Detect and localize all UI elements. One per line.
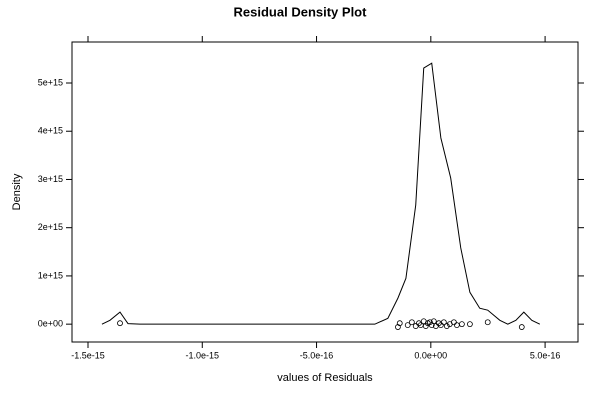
y-tick-label: 3e+15 xyxy=(38,174,63,184)
residual-point xyxy=(396,320,403,327)
y-tick-label: 1e+15 xyxy=(38,270,63,280)
x-tick-label: 0.0e+00 xyxy=(414,350,447,360)
x-tick-label: 5.0e-16 xyxy=(530,350,561,360)
residual-point xyxy=(518,324,525,330)
residual-point xyxy=(458,321,465,328)
density-line xyxy=(101,62,541,325)
residual-point xyxy=(117,320,123,327)
residual-point xyxy=(422,323,429,329)
x-axis-label: values of Residuals xyxy=(277,372,373,384)
residual-point xyxy=(453,322,460,329)
x-tick-label: -1.0e-15 xyxy=(186,350,220,360)
x-tick-label: -1.5e-15 xyxy=(71,350,105,360)
y-axis-label: Density xyxy=(11,173,23,210)
residual-point xyxy=(484,319,491,326)
chart-title: Residual Density Plot xyxy=(234,4,368,19)
y-tick-label: 0e+00 xyxy=(38,319,63,329)
y-tick-label: 5e+15 xyxy=(38,77,63,87)
residual-point xyxy=(437,322,444,329)
residual-point xyxy=(466,321,473,328)
residual-point xyxy=(430,318,437,325)
residual-point xyxy=(440,319,447,326)
residual-point xyxy=(416,320,422,327)
y-tick-label: 2e+15 xyxy=(38,222,63,232)
plot-frame xyxy=(71,41,579,343)
residual-point xyxy=(450,319,457,326)
residual-point xyxy=(404,322,411,329)
residual-point xyxy=(408,319,415,326)
residual-point xyxy=(443,323,450,329)
residual-point xyxy=(412,323,419,329)
residual-point xyxy=(427,319,433,326)
y-tick-label: 4e+15 xyxy=(38,126,63,136)
x-tick-label: -5.0e-16 xyxy=(300,350,334,360)
